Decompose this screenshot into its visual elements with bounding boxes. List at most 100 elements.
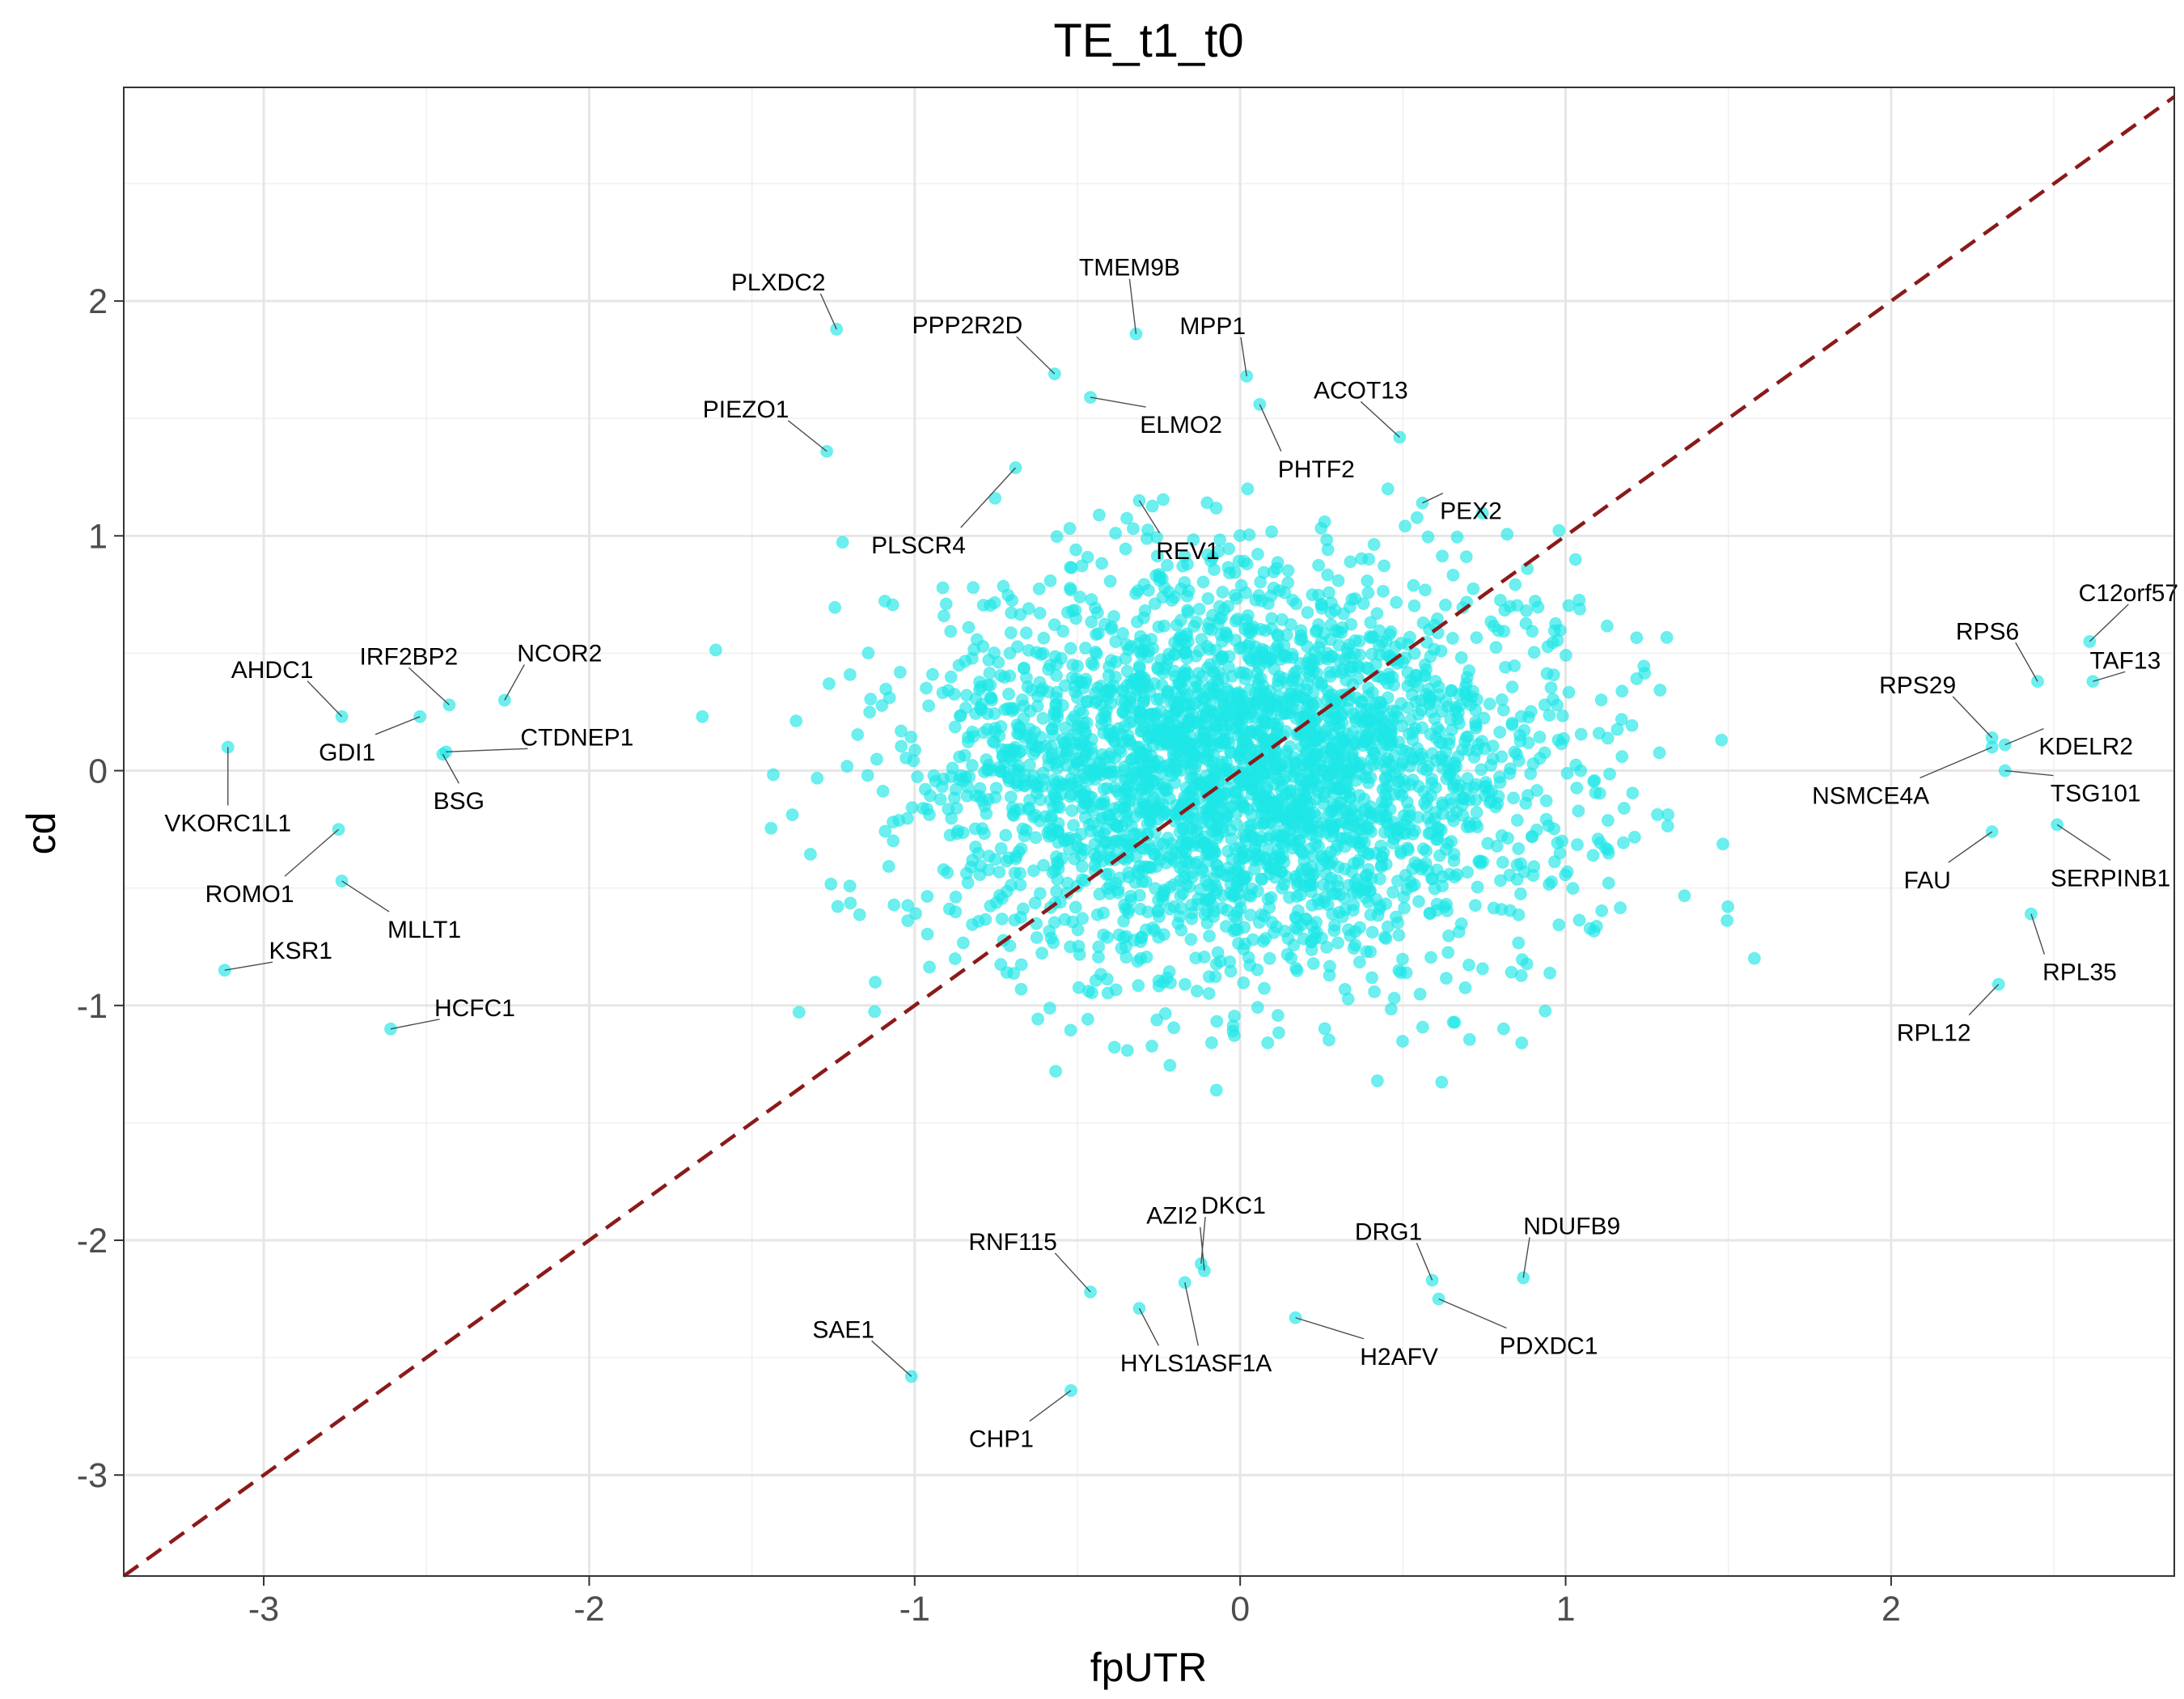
data-point (1259, 791, 1272, 805)
data-point (863, 705, 877, 719)
data-point (1190, 615, 1204, 629)
data-point (1601, 814, 1615, 828)
data-point (1394, 966, 1407, 980)
data-point (1544, 681, 1558, 695)
data-point (1439, 842, 1453, 856)
data-point (1202, 841, 1216, 855)
gene-label: SAE1 (812, 1316, 874, 1343)
data-point (1026, 737, 1039, 751)
data-point (1002, 687, 1016, 701)
x-tick-label: 0 (1230, 1590, 1250, 1629)
data-point (1221, 904, 1234, 917)
data-point (1289, 872, 1302, 886)
data-point (1017, 661, 1031, 675)
data-point (851, 727, 865, 741)
data-point (1485, 784, 1499, 798)
data-point (1049, 698, 1063, 712)
data-point (1338, 903, 1352, 917)
data-point (1370, 1074, 1384, 1087)
label-leader-line (224, 961, 273, 971)
data-point (1389, 640, 1403, 654)
gene-label: FAU (1903, 867, 1950, 894)
data-point (1256, 693, 1270, 706)
y-tick-label: 1 (88, 517, 108, 556)
data-point (1179, 646, 1193, 659)
data-point (1085, 615, 1098, 629)
data-point (1014, 982, 1028, 996)
data-point (1047, 773, 1060, 787)
data-point (1395, 952, 1409, 966)
data-point (1183, 712, 1197, 726)
data-point (1574, 727, 1588, 741)
data-point (1395, 719, 1408, 733)
data-point (1255, 594, 1268, 608)
data-point (1462, 663, 1476, 677)
data-point (1014, 608, 1027, 621)
label-leader-line (1422, 493, 1444, 504)
data-point (1310, 809, 1323, 823)
data-point (1092, 508, 1106, 522)
data-point (935, 780, 949, 794)
data-point (1120, 638, 1133, 651)
data-point (1547, 855, 1561, 869)
gene-label: SERPINB1 (2051, 865, 2170, 892)
data-point (1343, 769, 1357, 782)
data-point (1407, 599, 1421, 612)
data-point (1583, 922, 1597, 935)
data-point (1137, 720, 1151, 734)
data-point (1133, 902, 1147, 916)
data-point (1433, 688, 1446, 702)
data-point (988, 491, 1002, 505)
gene-label: RPL12 (1897, 1020, 1971, 1047)
data-point (1616, 836, 1630, 850)
data-point (1373, 624, 1386, 638)
data-point (1210, 865, 1224, 879)
data-point (1031, 1012, 1045, 1026)
data-point (1139, 800, 1153, 814)
data-point (1314, 521, 1328, 535)
data-point (1627, 830, 1641, 844)
data-point (1255, 908, 1268, 922)
data-point (1137, 860, 1151, 874)
gene-label: PPP2R2D (912, 312, 1022, 339)
data-point (1064, 642, 1077, 655)
data-point (1289, 664, 1303, 678)
data-point (696, 710, 709, 723)
data-point (1066, 658, 1080, 672)
data-point (1449, 704, 1462, 718)
data-point (1161, 718, 1175, 731)
data-point (1484, 615, 1498, 629)
data-point (1297, 729, 1310, 743)
data-point (1361, 574, 1374, 587)
data-point (1116, 627, 1130, 641)
data-point (864, 693, 878, 706)
data-point (1552, 918, 1566, 932)
data-point (1407, 578, 1420, 592)
data-point (1124, 716, 1137, 730)
data-point (1555, 709, 1569, 722)
label-leader-line (1948, 831, 1993, 863)
data-point (1120, 951, 1133, 964)
data-point (1103, 723, 1117, 737)
data-point (1141, 827, 1154, 841)
data-point (1140, 532, 1153, 545)
data-point (1365, 647, 1379, 661)
data-point (1510, 813, 1524, 827)
gene-label: RPS29 (1879, 672, 1956, 699)
data-point (1022, 758, 1036, 772)
data-point (1179, 667, 1192, 681)
data-point (1310, 926, 1324, 939)
data-point (1144, 842, 1158, 856)
data-point (1512, 936, 1526, 950)
plot-panel-border (123, 87, 2175, 1577)
data-point (1365, 971, 1379, 985)
data-point (1193, 883, 1207, 896)
data-point (1182, 811, 1196, 824)
data-point (978, 799, 992, 813)
data-point (1120, 1044, 1134, 1057)
data-point (1364, 807, 1378, 820)
data-point (1423, 907, 1437, 921)
data-point (1572, 804, 1585, 818)
data-point (1287, 938, 1301, 952)
data-point (933, 792, 947, 806)
